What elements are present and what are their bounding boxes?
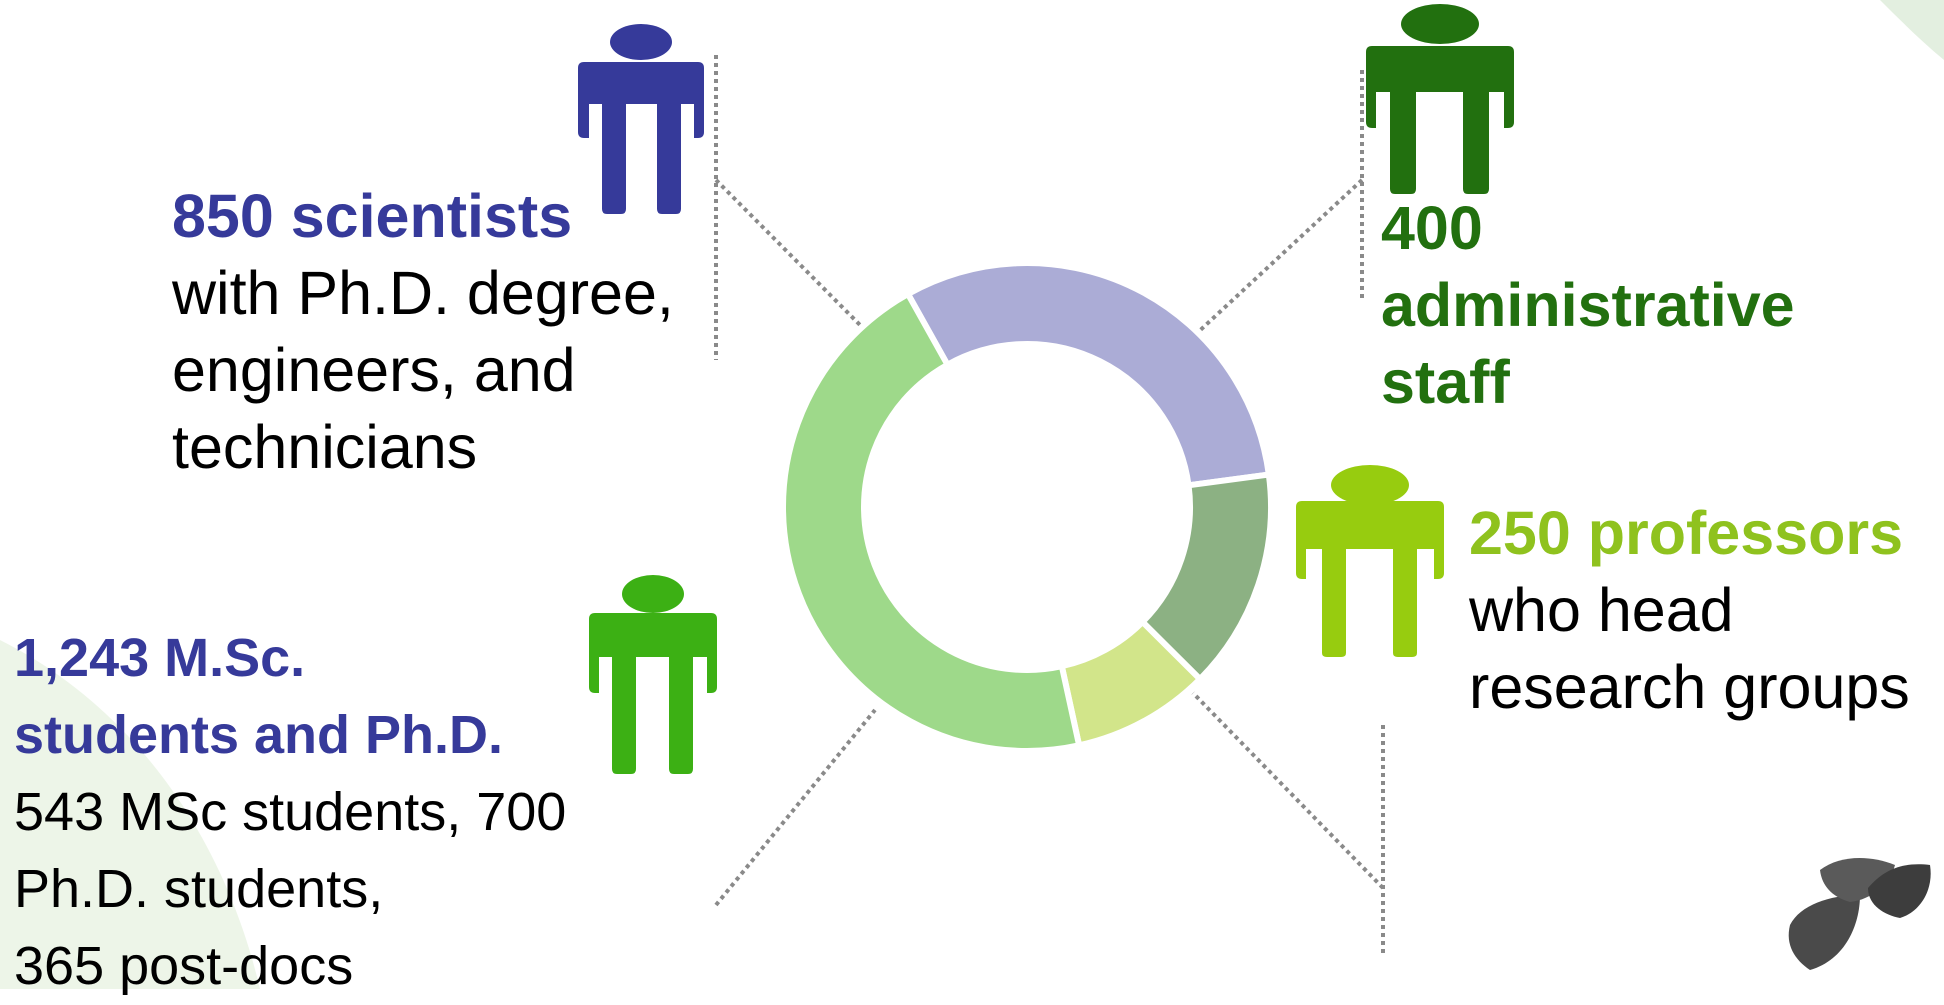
donut-slice-3 bbox=[780, 289, 1083, 754]
students-title-line-1: 1,243 M.Sc. bbox=[14, 628, 306, 688]
students-desc-line-1: 543 MSc students, 700 bbox=[14, 782, 567, 842]
admin-title-line-1: 400 bbox=[1381, 194, 1483, 262]
donut-chart bbox=[780, 260, 1274, 754]
professors-desc-line-2: research groups bbox=[1469, 653, 1910, 721]
connector-professors-diagonal bbox=[1191, 691, 1385, 890]
scientists-desc-line-2: engineers, and bbox=[172, 336, 576, 404]
scientists-title: 850 scientists bbox=[172, 182, 573, 250]
admin-title-line-3: staff bbox=[1381, 348, 1510, 416]
person-icon-admin bbox=[1366, 4, 1514, 194]
professors-label: 250 professors who head research groups bbox=[1469, 495, 1910, 726]
donut-slice-0 bbox=[903, 260, 1273, 489]
background-swoosh-left bbox=[0, 640, 260, 989]
admin-label: 400 administrative staff bbox=[1381, 190, 1795, 421]
professors-title: 250 professors bbox=[1469, 499, 1903, 567]
students-desc-line-2: Ph.D. students, bbox=[14, 859, 384, 919]
background-leaf-1 bbox=[1788, 895, 1860, 970]
person-icon-professors bbox=[1296, 465, 1444, 657]
connector-lines bbox=[714, 55, 1385, 955]
background-leaf-3 bbox=[1868, 864, 1931, 918]
scientists-desc-line-1: with Ph.D. degree, bbox=[172, 259, 674, 327]
connector-admin-diagonal bbox=[1193, 178, 1364, 337]
admin-title-line-2: administrative bbox=[1381, 271, 1795, 339]
scientists-label: 850 scientists with Ph.D. degree, engine… bbox=[172, 178, 674, 486]
students-label: 1,243 M.Sc. students and Ph.D. 543 MSc s… bbox=[14, 620, 566, 1005]
scientists-desc-line-3: technicians bbox=[172, 413, 478, 481]
professors-desc-line-1: who head bbox=[1469, 576, 1734, 644]
person-icon-students bbox=[589, 575, 717, 774]
students-title-line-2: students and Ph.D. bbox=[14, 705, 504, 765]
connector-students-diagonal bbox=[714, 708, 877, 907]
connector-scientists-diagonal bbox=[714, 178, 867, 332]
person-icon-scientists bbox=[578, 24, 704, 214]
students-desc-line-3: 365 post-docs bbox=[14, 936, 354, 996]
background-swoosh-top-right bbox=[1880, 0, 1944, 60]
